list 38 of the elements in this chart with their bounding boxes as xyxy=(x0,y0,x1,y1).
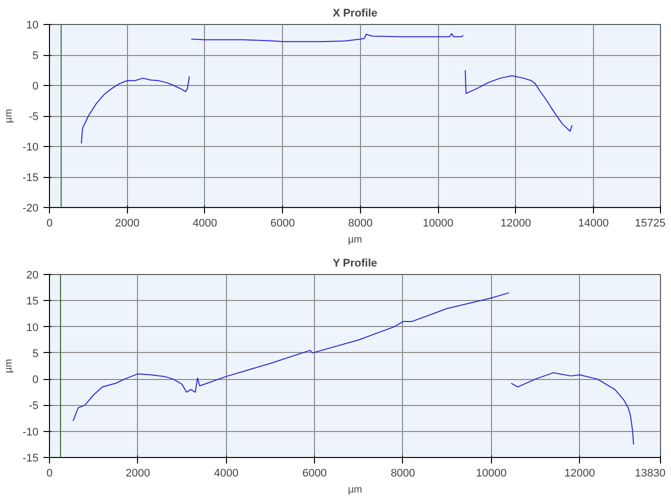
y-axis-title: µm xyxy=(4,358,15,374)
y-tick-label: -20 xyxy=(22,202,39,214)
x-tick-label: 14000 xyxy=(578,218,609,230)
x-tick-label: 10000 xyxy=(476,468,507,480)
x-tick-label: 10000 xyxy=(422,218,454,230)
x-tick-label: 12000 xyxy=(500,218,532,230)
x-axis-title: µm xyxy=(348,484,362,496)
y-tick-label: 0 xyxy=(32,374,39,386)
x-tick-label: 2000 xyxy=(126,468,150,480)
x-tick-label: 2000 xyxy=(114,218,140,230)
y-tick-label: 5 xyxy=(32,348,39,360)
y-tick-label: -10 xyxy=(22,426,39,438)
x-tick-label: 4000 xyxy=(192,218,218,230)
y-tick-label: 15 xyxy=(26,296,39,308)
y-tick-label: -15 xyxy=(22,172,39,184)
x-tick-label: 12000 xyxy=(564,468,595,480)
y-tick-label: -15 xyxy=(22,452,39,464)
chart-title: Y Profile xyxy=(332,258,378,270)
y-tick-label: 5 xyxy=(32,50,39,62)
x-tick-label: 15725 xyxy=(634,218,666,230)
x-tick-label: 8000 xyxy=(390,468,416,480)
x-tick-label: 13830 xyxy=(634,468,666,480)
y-tick-label: 10 xyxy=(26,322,39,334)
y-tick-label: 20 xyxy=(26,270,39,282)
y-axis-title: µm xyxy=(4,108,15,124)
y-tick-label: 10 xyxy=(26,20,39,32)
x-tick-label: 6000 xyxy=(302,468,327,480)
x-tick-label: 4000 xyxy=(214,468,238,480)
y-tick-label: -5 xyxy=(28,400,38,412)
x-tick-label: 0 xyxy=(46,468,53,480)
x-axis-title: µm xyxy=(348,234,362,246)
y-tick-label: 0 xyxy=(32,80,39,92)
chart-title: X Profile xyxy=(332,8,378,20)
y-tick-label: -5 xyxy=(28,111,38,123)
x-tick-label: 0 xyxy=(46,218,53,230)
x-tick-label: 8000 xyxy=(348,218,373,230)
y-tick-label: -10 xyxy=(22,142,39,154)
x-tick-label: 6000 xyxy=(270,218,295,230)
